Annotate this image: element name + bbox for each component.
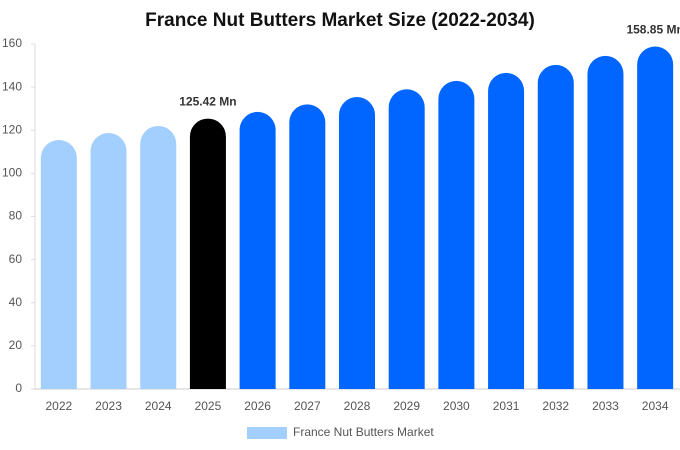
legend-label: France Nut Butters Market [293,425,434,439]
bar [438,80,475,389]
x-tick-label: 2027 [294,399,321,413]
x-tick-label: 2033 [592,399,619,413]
x-tick-label: 2028 [344,399,371,413]
bar [587,55,624,389]
bar [488,72,525,389]
x-tick-label: 2030 [443,399,470,413]
bar [239,111,276,389]
x-tick-label: 2024 [145,399,172,413]
legend-swatch [247,427,287,439]
bar [537,64,574,390]
y-tick-label: 40 [9,295,23,309]
bar [339,97,375,389]
bar [388,89,425,389]
y-tick-label: 0 [15,381,22,395]
y-tick-label: 20 [9,338,23,352]
y-tick-label: 120 [2,122,22,136]
y-tick-label: 140 [2,79,22,93]
x-tick-label: 2032 [542,399,569,413]
x-tick-label: 2022 [45,399,72,413]
y-tick-label: 100 [2,166,22,180]
bar [90,133,127,389]
bar [40,139,77,389]
value-label: 158.85 Mn [626,23,680,37]
y-tick-label: 80 [9,209,23,223]
bar [637,46,674,390]
value-label: 125.42 Mn [179,95,236,109]
x-tick-label: 2026 [244,399,271,413]
x-tick-label: 2029 [393,399,420,413]
chart-title: France Nut Butters Market Size (2022-203… [145,10,535,31]
x-tick-label: 2034 [642,399,669,413]
x-tick-label: 2025 [195,399,222,413]
x-tick-label: 2023 [95,399,122,413]
bar [189,118,226,390]
y-tick-label: 160 [2,36,22,50]
y-tick-label: 60 [9,252,23,266]
bar [140,125,177,389]
bar [289,104,326,389]
x-tick-label: 2031 [493,399,520,413]
